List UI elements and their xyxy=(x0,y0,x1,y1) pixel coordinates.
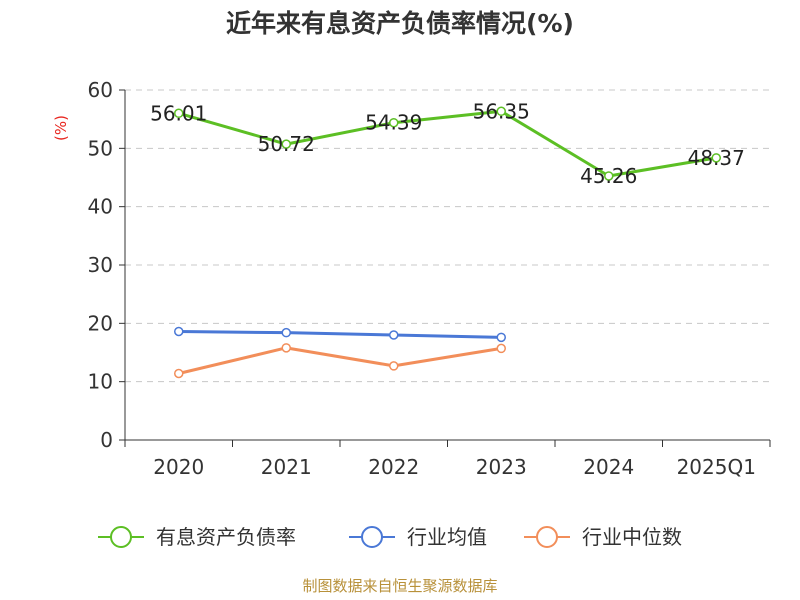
y-tick-label: 20 xyxy=(88,311,113,335)
data-point[interactable] xyxy=(281,327,291,338)
y-tick-label: 40 xyxy=(88,195,113,219)
data-label: 45.26 xyxy=(580,164,637,188)
y-tick-label: 30 xyxy=(88,253,113,277)
legend-marker xyxy=(536,526,558,548)
data-point[interactable] xyxy=(174,368,184,379)
axes: 0 10 20 30 40 50 60 2020 2021 2022 2023 2024 2025Q1 xyxy=(88,78,771,479)
legend-label: 有息资产负债率 xyxy=(156,525,296,549)
data-label: 50.72 xyxy=(258,132,315,156)
data-point[interactable] xyxy=(496,332,506,343)
data-point[interactable] xyxy=(389,361,399,371)
x-tick-label: 2020 xyxy=(153,455,204,479)
y-tick-label: 10 xyxy=(88,370,113,394)
y-tick-label: 0 xyxy=(100,428,113,452)
x-tick-label: 2025Q1 xyxy=(677,455,756,479)
data-point[interactable] xyxy=(389,330,399,340)
data-label: 48.37 xyxy=(688,146,745,170)
data-point[interactable] xyxy=(496,106,506,117)
series-line-2 xyxy=(178,346,502,375)
data-point[interactable] xyxy=(389,117,399,128)
gridlines xyxy=(125,89,770,383)
series-line-1 xyxy=(178,330,502,339)
legend-item-0[interactable]: 有息资产负债率 xyxy=(98,525,296,549)
data-labels: 56.01 50.72 54.39 56.35 45.26 48.37 xyxy=(150,99,745,188)
x-tick-label: 2023 xyxy=(476,455,527,479)
data-point[interactable] xyxy=(711,153,721,163)
series-lines xyxy=(174,106,721,379)
data-point[interactable] xyxy=(281,139,291,149)
legend-label: 行业中位数 xyxy=(582,525,682,549)
data-point[interactable] xyxy=(174,108,184,119)
legend-marker xyxy=(361,526,383,548)
legend-marker xyxy=(110,526,132,548)
data-label: 56.01 xyxy=(150,101,207,125)
data-label: 54.39 xyxy=(365,111,422,135)
data-label: 56.35 xyxy=(473,99,530,123)
x-tick-label: 2022 xyxy=(368,455,419,479)
data-point[interactable] xyxy=(604,171,614,181)
x-tick-label: 2021 xyxy=(261,455,312,479)
data-point[interactable] xyxy=(281,343,291,353)
data-point[interactable] xyxy=(496,343,506,354)
series-line-0 xyxy=(178,109,717,178)
source-note: 制图数据来自恒生聚源数据库 xyxy=(302,577,497,595)
data-point[interactable] xyxy=(174,326,184,337)
legend-item-2[interactable]: 行业中位数 xyxy=(524,525,682,549)
chart-title: 近年来有息资产负债率情况(%) xyxy=(226,9,574,38)
legend[interactable]: 有息资产负债率 行业均值 行业中位数 xyxy=(98,525,682,549)
legend-item-1[interactable]: 行业均值 xyxy=(349,525,487,549)
x-tick-label: 2024 xyxy=(583,455,634,479)
legend-label: 行业均值 xyxy=(407,525,487,549)
y-tick-label: 50 xyxy=(88,136,113,160)
y-tick-label: 60 xyxy=(88,78,113,102)
y-axis-unit: (%) xyxy=(52,115,70,141)
